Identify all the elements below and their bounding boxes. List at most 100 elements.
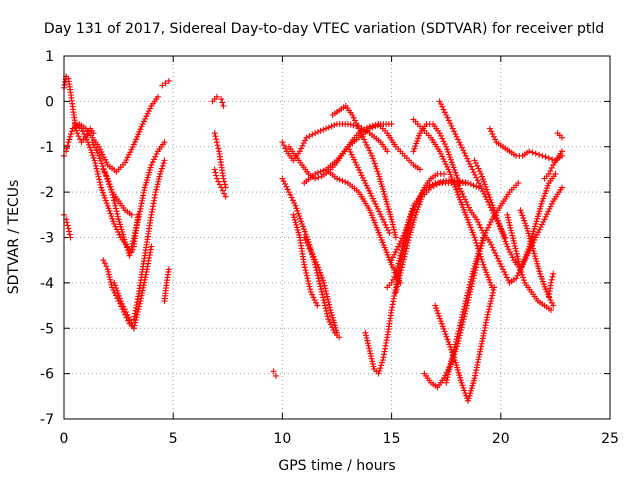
- data-point: [513, 248, 520, 255]
- data-point: [454, 180, 461, 187]
- data-point: [548, 200, 555, 207]
- data-point: [506, 222, 513, 229]
- data-point: [479, 227, 486, 234]
- data-point: [538, 273, 545, 280]
- data-point: [307, 288, 314, 295]
- data-point: [487, 300, 494, 307]
- data-point: [439, 323, 446, 330]
- y-tick-label: -3: [40, 231, 54, 247]
- data-point: [460, 193, 467, 200]
- data-point: [513, 275, 520, 282]
- data-point: [445, 117, 452, 124]
- data-point: [135, 131, 142, 138]
- data-point: [366, 345, 373, 352]
- data-point: [165, 77, 172, 84]
- x-tick-label: 15: [383, 431, 401, 447]
- data-point: [448, 122, 455, 129]
- data-point: [144, 110, 151, 117]
- data-point: [384, 148, 391, 155]
- data-point: [479, 259, 486, 266]
- data-point: [439, 153, 446, 160]
- data-point: [410, 148, 417, 155]
- data-point: [110, 194, 117, 201]
- data-point: [365, 342, 372, 349]
- data-point: [411, 145, 418, 152]
- data-point: [361, 177, 368, 184]
- data-point: [447, 120, 454, 127]
- data-point: [531, 237, 538, 244]
- data-point: [498, 228, 505, 235]
- data-point: [361, 136, 368, 143]
- data-point: [114, 213, 121, 220]
- data-point: [453, 172, 460, 179]
- series-arc22: [301, 121, 395, 187]
- data-point: [548, 276, 555, 283]
- data-point: [90, 154, 97, 161]
- data-point: [279, 139, 286, 146]
- data-point: [444, 146, 451, 153]
- data-point: [309, 250, 316, 257]
- data-point: [448, 159, 455, 166]
- data-point: [283, 183, 290, 190]
- series-arc41: [541, 148, 565, 182]
- data-point: [444, 374, 451, 381]
- data-point: [313, 259, 320, 266]
- data-point: [326, 301, 333, 308]
- data-point: [304, 275, 311, 282]
- data-point: [324, 313, 331, 320]
- data-point: [455, 182, 462, 189]
- data-point: [64, 142, 71, 149]
- data-point: [95, 152, 102, 159]
- data-point: [149, 159, 156, 166]
- data-point: [440, 138, 447, 145]
- data-point: [472, 171, 479, 178]
- data-point: [505, 216, 512, 223]
- data-point: [497, 260, 504, 267]
- data-point: [319, 291, 326, 298]
- data-point: [303, 272, 310, 279]
- data-point: [484, 189, 491, 196]
- data-point: [469, 166, 476, 173]
- data-point: [222, 193, 229, 200]
- data-point: [520, 274, 527, 281]
- data-point: [65, 225, 72, 232]
- data-point: [328, 123, 335, 130]
- data-point: [539, 278, 546, 285]
- data-point: [388, 121, 395, 128]
- data-point: [486, 221, 493, 228]
- data-point: [536, 226, 543, 233]
- data-point: [548, 299, 555, 306]
- data-point: [368, 355, 375, 362]
- data-point: [466, 160, 473, 167]
- data-point: [541, 193, 548, 200]
- data-point: [367, 190, 374, 197]
- data-point: [106, 207, 113, 214]
- data-point: [543, 187, 550, 194]
- data-point: [354, 122, 361, 129]
- data-point: [100, 165, 107, 172]
- data-point: [480, 235, 487, 242]
- data-point: [477, 182, 484, 189]
- data-point: [323, 125, 330, 132]
- data-point: [444, 336, 451, 343]
- data-point: [353, 161, 360, 168]
- data-point: [367, 350, 374, 357]
- data-point: [449, 355, 456, 362]
- data-point: [466, 281, 473, 288]
- data-point: [450, 349, 457, 356]
- data-point: [363, 141, 370, 148]
- data-point: [558, 134, 565, 141]
- data-point: [301, 264, 308, 271]
- series-arc10: [111, 243, 155, 332]
- data-point: [317, 168, 324, 175]
- y-tick-label: -5: [40, 321, 54, 337]
- series-arc24: [329, 102, 399, 241]
- data-point: [307, 286, 314, 293]
- data-point: [401, 229, 408, 236]
- data-point: [480, 178, 487, 185]
- data-point: [67, 234, 74, 241]
- data-point: [105, 268, 112, 275]
- data-point: [336, 334, 343, 341]
- data-point: [456, 139, 463, 146]
- data-point: [161, 157, 168, 164]
